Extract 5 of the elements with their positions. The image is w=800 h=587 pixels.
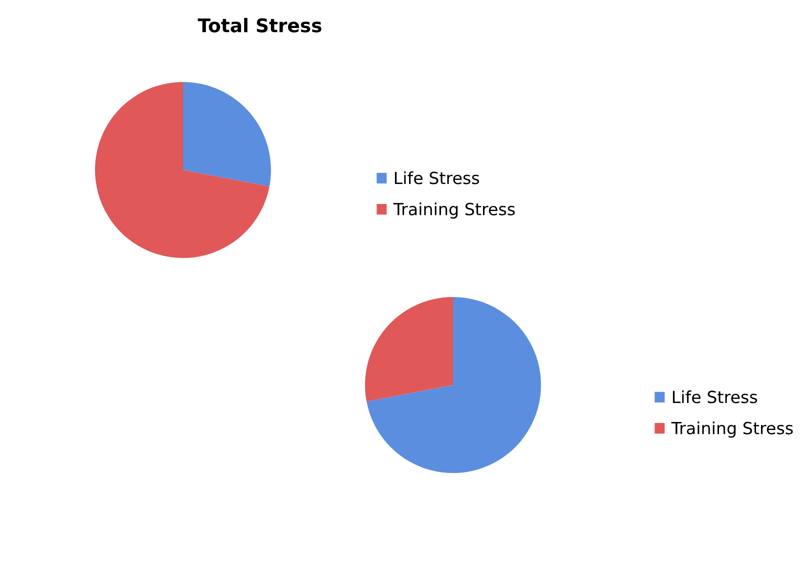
legend-label: Life Stress (394, 171, 480, 184)
chart-title: Total Stress (198, 18, 322, 32)
legend-label: Training Stress (671, 422, 793, 438)
legend-label: Life Stress (672, 390, 758, 404)
legend-label: Training Stress (393, 202, 515, 219)
